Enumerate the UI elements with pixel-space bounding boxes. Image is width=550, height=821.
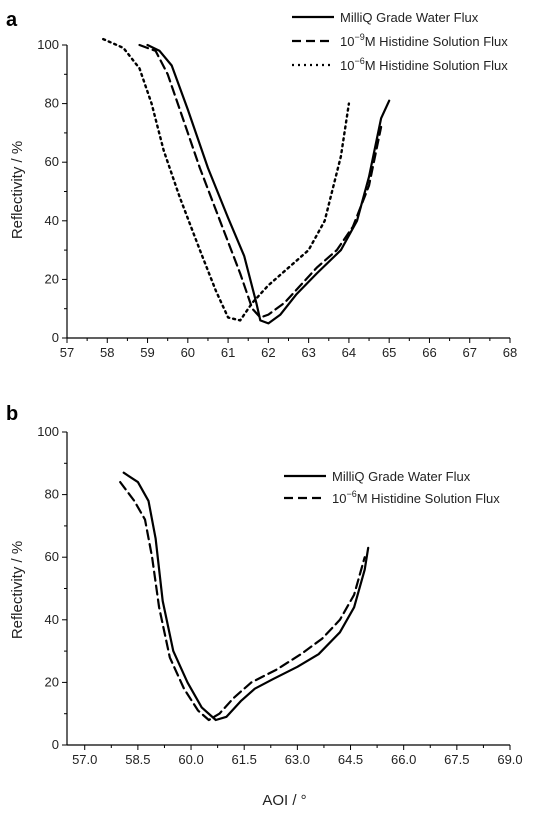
y-axis-title: Reflectivity / % (9, 541, 26, 639)
legend-label-2: 10−6M Histidine Solution Flux (340, 56, 508, 73)
legend-label-0: MilliQ Grade Water Flux (340, 10, 479, 25)
y-tick-label: 20 (45, 674, 59, 689)
series-line-0 (146, 43, 391, 325)
x-tick-label: 59 (140, 345, 154, 360)
x-tick-label: 69.0 (497, 752, 522, 767)
chart-panel-a: 0 20 40 60 80 100 57 58 59 60 61 62 63 64 65 66 67 68 Refl… (9, 10, 517, 360)
x-tick-label: 64.5 (338, 752, 363, 767)
x-tick-label: 67 (462, 345, 476, 360)
panel-letter-a: a (6, 9, 18, 31)
x-tick-label: 66.0 (391, 752, 416, 767)
series-line-2 (101, 37, 351, 322)
y-tick-label: 80 (45, 487, 59, 502)
x-tick-label: 62 (261, 345, 275, 360)
series-line-0 (122, 471, 370, 722)
x-tick-label: 64 (342, 345, 356, 360)
y-tick-label: 20 (45, 271, 59, 286)
x-tick-label: 65 (382, 345, 396, 360)
x-axis-title: AOI / ° (262, 792, 306, 809)
x-tick-label: 66 (422, 345, 436, 360)
y-tick-label: 80 (45, 96, 59, 111)
legend: MilliQ Grade Water Flux 10−6M Histidine S… (284, 469, 500, 506)
series-line-1 (138, 43, 383, 319)
series-line-1 (119, 481, 366, 722)
x-tick-label: 68 (503, 345, 517, 360)
legend-label-1: 10−6M Histidine Solution Flux (332, 489, 500, 506)
x-tick-label: 57.0 (72, 752, 97, 767)
y-tick-label: 100 (37, 424, 59, 439)
x-tick-label: 63 (301, 345, 315, 360)
x-tick-label: 58.5 (125, 752, 150, 767)
x-tick-label: 63.0 (285, 752, 310, 767)
y-tick-label: 60 (45, 549, 59, 564)
y-tick-label: 100 (37, 37, 59, 52)
x-tick-label: 57 (60, 345, 74, 360)
y-tick-label: 0 (52, 330, 59, 345)
x-tick-label: 61 (221, 345, 235, 360)
x-tick-label: 60.0 (178, 752, 203, 767)
y-axis-title: Reflectivity / % (9, 141, 26, 239)
legend: MilliQ Grade Water Flux 10−9M Histidine S… (292, 10, 508, 73)
y-tick-label: 0 (52, 737, 59, 752)
x-tick-label: 58 (100, 345, 114, 360)
legend-label-0: MilliQ Grade Water Flux (332, 469, 471, 484)
y-tick-label: 60 (45, 154, 59, 169)
y-tick-label: 40 (45, 612, 59, 627)
x-tick-label: 61.5 (232, 752, 257, 767)
legend-label-1: 10−9M Histidine Solution Flux (340, 32, 508, 49)
x-tick-label: 67.5 (444, 752, 469, 767)
y-tick-label: 40 (45, 213, 59, 228)
x-tick-label: 60 (181, 345, 195, 360)
panel-letter-b: b (6, 403, 18, 425)
chart-panel-b: 0 20 40 60 80 100 57.0 58.5 60.0 61.5 63.0 64.5 66.0… (9, 424, 523, 809)
